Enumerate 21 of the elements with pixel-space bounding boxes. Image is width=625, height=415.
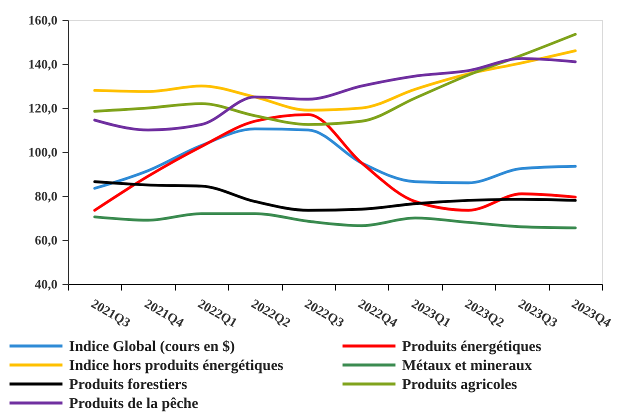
- legend-label: Indice hors produits énergétiques: [69, 358, 284, 374]
- line-series: [93, 128, 577, 190]
- legend-label: Produits agricoles: [402, 377, 518, 393]
- line-series: [93, 212, 577, 230]
- line-series: [93, 57, 577, 132]
- y-tick-label: 40,0: [34, 276, 58, 292]
- y-tick-label: 60,0: [34, 232, 58, 248]
- line-series: [93, 49, 577, 112]
- y-tick-label: 120,0: [28, 100, 58, 116]
- legend-label: Produits forestiers: [69, 377, 188, 393]
- y-tick-label: 100,0: [28, 144, 58, 160]
- line-series: [93, 180, 577, 212]
- y-tick-label: 160,0: [28, 12, 58, 28]
- legend-label: Produits de la pêche: [69, 396, 199, 412]
- y-tick-label: 80,0: [34, 188, 58, 204]
- line-series: [93, 32, 577, 126]
- legend-label: Indice Global (cours en $): [69, 339, 235, 355]
- y-tick-label: 140,0: [28, 56, 58, 72]
- line-series: [93, 113, 577, 212]
- legend-label: Produits énergétiques: [402, 339, 542, 355]
- legend-label: Métaux et mineraux: [402, 358, 532, 374]
